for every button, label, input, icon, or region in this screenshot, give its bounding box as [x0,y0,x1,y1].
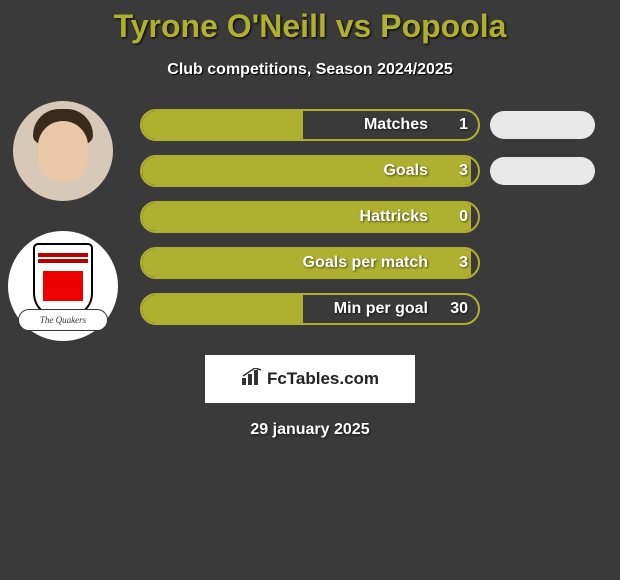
stat-pill: Matches 1 [140,109,480,141]
stat-value: 3 [459,249,468,277]
stat-row-goals-per-match: Goals per match 3 [140,247,600,279]
stat-label: Min per goal [142,295,438,323]
badge-stripe [38,259,88,263]
stat-row-min-per-goal: Min per goal 30 [140,293,600,325]
main-content: The Quakers Matches 1 Goals 3 [0,109,620,325]
stat-value: 0 [459,203,468,231]
stat-pill: Goals per match 3 [140,247,480,279]
stat-value: 3 [459,157,468,185]
avatar-face [38,121,88,181]
stat-row-goals: Goals 3 [140,155,600,187]
logo-text: FcTables.com [267,369,379,389]
badge-inner [43,271,83,301]
stat-pill: Goals 3 [140,155,480,187]
stat-row-matches: Matches 1 [140,109,600,141]
stat-label: Goals [142,157,438,185]
infographic-container: Tyrone O'Neill vs Popoola Club competiti… [0,0,620,580]
stat-label: Hattricks [142,203,438,231]
chart-icon [241,368,263,391]
stat-pill: Min per goal 30 [140,293,480,325]
stat-label: Goals per match [142,249,438,277]
opponent-pill [490,111,595,139]
page-title: Tyrone O'Neill vs Popoola [0,0,620,45]
source-logo: FcTables.com [205,355,415,403]
stat-label: Matches [142,111,438,139]
stat-value: 1 [459,111,468,139]
stat-row-hattricks: Hattricks 0 [140,201,600,233]
stat-pill: Hattricks 0 [140,201,480,233]
subtitle: Club competitions, Season 2024/2025 [0,61,620,79]
stats-list: Matches 1 Goals 3 Hattricks 0 [140,109,600,325]
date-label: 29 january 2025 [0,421,620,439]
opponent-pill [490,157,595,185]
badge-ribbon: The Quakers [18,309,108,331]
club-badge: The Quakers [8,231,118,341]
left-column: The Quakers [8,101,118,341]
badge-stripe [38,253,88,257]
stat-value: 30 [450,295,468,323]
player-avatar [13,101,113,201]
